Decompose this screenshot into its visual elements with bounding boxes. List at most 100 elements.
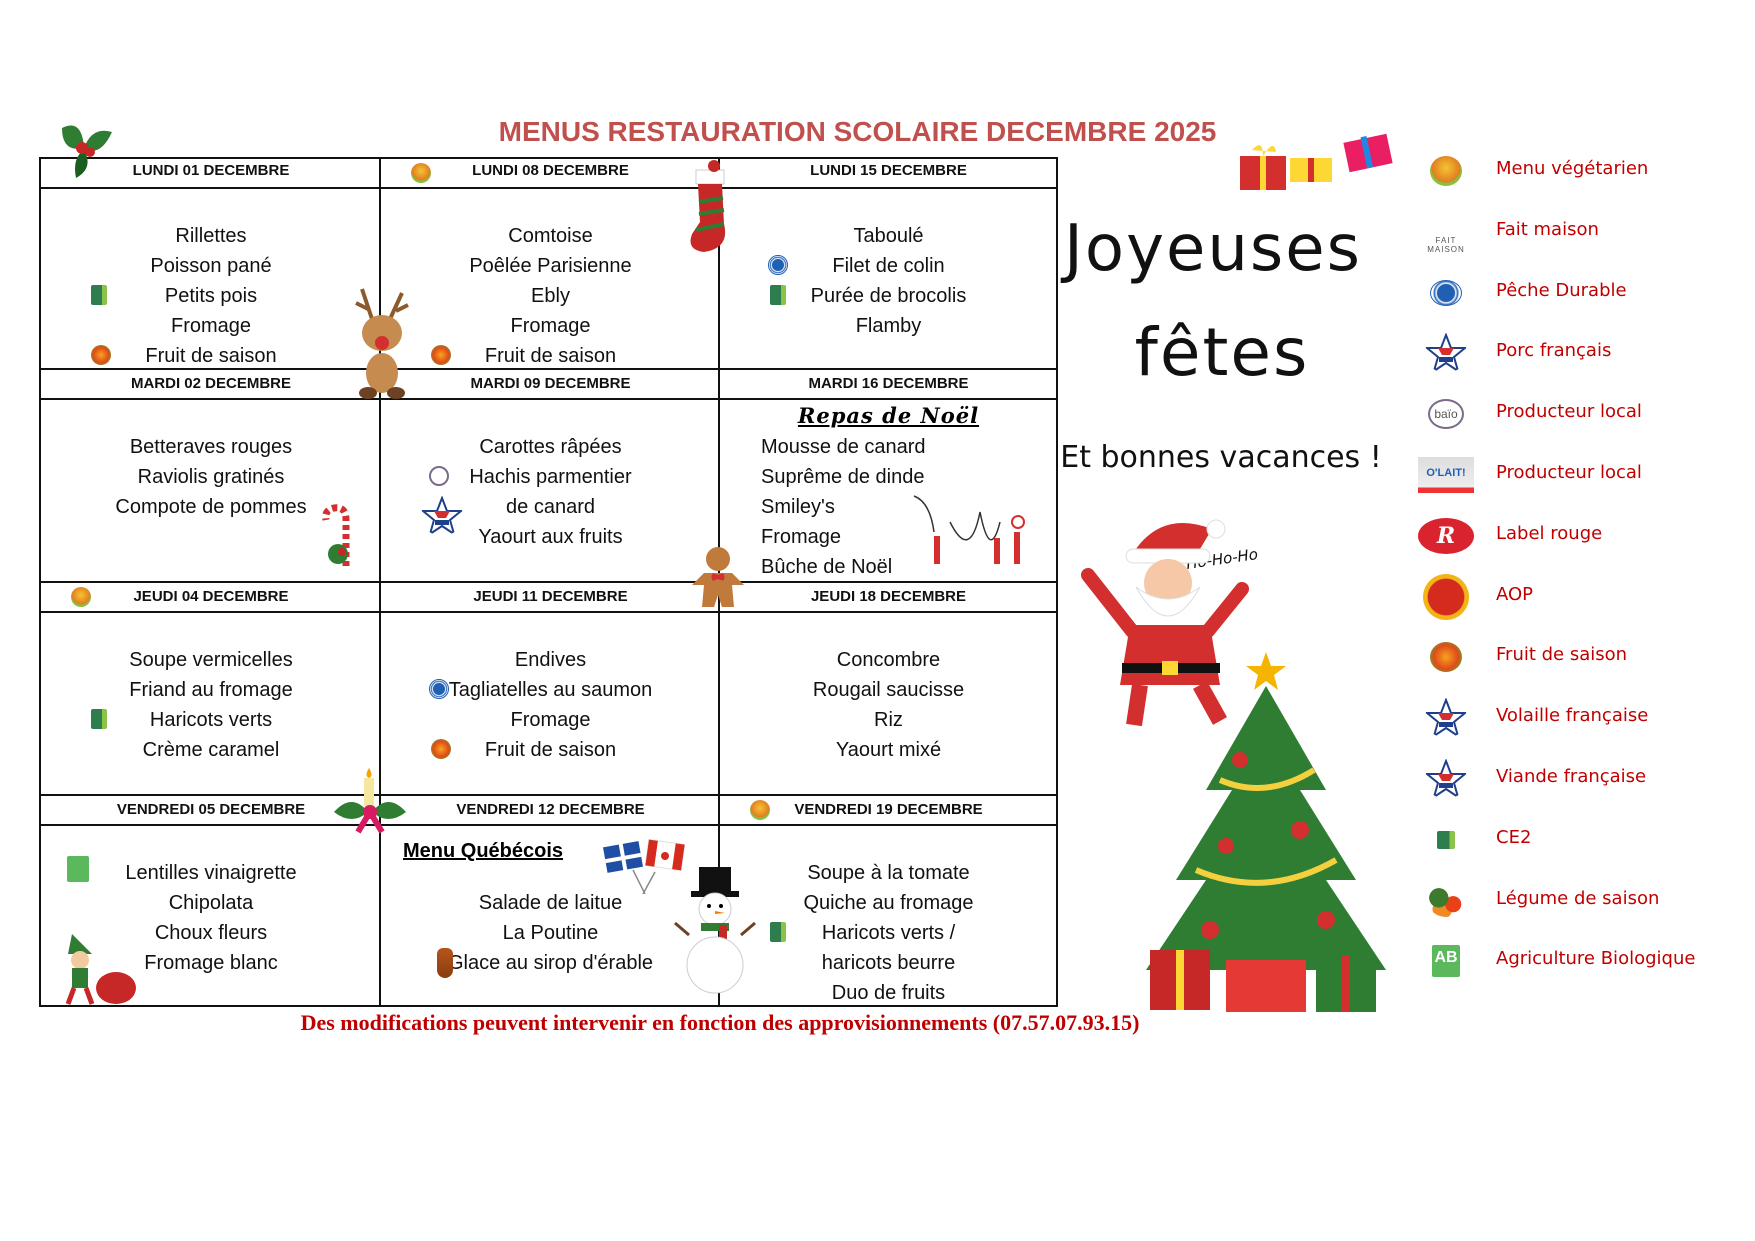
menu-items: Comtoise Poêlée Parisienne Ebly Fromage Frui… — [381, 189, 720, 371]
menu-item: Yaourt aux fruits — [478, 526, 623, 548]
ce2-icon — [1437, 830, 1455, 849]
vegetarian-icon — [1430, 156, 1462, 186]
menu-item: Chipolata — [168, 892, 254, 914]
menu-item: Betteraves rouges — [129, 436, 293, 458]
menu-item: Filet de colin — [832, 255, 945, 277]
legend-label: Viande française — [1496, 766, 1647, 787]
label-rouge-icon: R — [1418, 517, 1474, 554]
legend-item: Pêche Durable — [1410, 268, 1755, 318]
day-cell: JEUDI 18 DECEMBRE Concombre Rougail saucis… — [720, 581, 1057, 796]
day-header: MARDI 02 DECEMBRE — [41, 368, 381, 400]
day-cell: LUNDI 01 DECEMBRE Rillettes Poisson pané Pe… — [41, 159, 381, 371]
day-cell: VENDREDI 12 DECEMBRE Salade de laitue La P… — [381, 794, 720, 1009]
day-header: JEUDI 04 DECEMBRE — [41, 581, 381, 613]
christmas-tree-icon — [1146, 652, 1386, 1012]
legend-label: Légume de saison — [1496, 887, 1660, 909]
menu-item: Rougail saucisse — [812, 679, 965, 701]
day-cell: LUNDI 15 DECEMBRE Taboulé Filet de colin Pu… — [720, 159, 1057, 371]
day-cell: VENDREDI 19 DECEMBRE Soupe à la tomate Qui… — [720, 794, 1057, 1009]
day-header: JEUDI 11 DECEMBRE — [381, 581, 720, 613]
candle-holly-icon — [334, 768, 406, 834]
menu-items: Endives Tagliatelles au saumon Fromage Frui… — [381, 613, 720, 796]
greeting-line-2: fêtes — [1134, 314, 1310, 391]
baio-icon: baïo — [1428, 399, 1464, 430]
legend-label: Menu végétarien — [1496, 158, 1649, 179]
menu-item: Petits pois — [164, 285, 258, 307]
ce2-icon — [91, 709, 107, 729]
menu-items: Soupe à la tomate Quiche au fromage Harico… — [720, 826, 1057, 1009]
legend-item: baïo Producteur local — [1410, 389, 1755, 439]
menu-item: Endives — [514, 649, 587, 671]
menu-items: Mousse de canard Suprême de dinde Smiley's… — [720, 400, 1057, 583]
menu-grid: LUNDI 01 DECEMBRE Rillettes Poisson pané Pe… — [39, 157, 1058, 1007]
ce2-icon — [91, 285, 107, 305]
gifts-icon — [1240, 133, 1393, 190]
day-header: LUNDI 01 DECEMBRE — [41, 157, 381, 189]
menu-item: Fromage — [510, 709, 591, 731]
fruit-icon — [91, 345, 111, 365]
day-cell: LUNDI 08 DECEMBRE Comtoise Poêlée Parisien… — [381, 159, 720, 371]
menu-item: Soupe à la tomate — [807, 862, 970, 884]
day-cell: VENDREDI 05 DECEMBRE Lentilles vinaigrett… — [41, 794, 381, 1009]
legend-label: Label rouge — [1496, 522, 1603, 544]
menu-item: Smiley's — [761, 496, 835, 518]
menu-item: Fromage — [761, 526, 842, 548]
legend-label: Porc français — [1496, 340, 1612, 362]
menu-item: Fromage blanc — [144, 952, 278, 974]
cutlery-icon — [913, 495, 1025, 564]
menu-item: Purée de brocolis — [810, 285, 967, 307]
day-cell: JEUDI 11 DECEMBRE Endives Tagliatelles au … — [381, 581, 720, 796]
menu-item: Quiche au fromage — [803, 892, 974, 914]
day-cell: MARDI 09 DECEMBRE Carottes râpées Hachis p… — [381, 368, 720, 583]
maple-syrup-icon — [437, 948, 453, 978]
elf-icon — [65, 934, 136, 1005]
menu-items: Lentilles vinaigrette Chipolata Choux fleu… — [41, 826, 381, 1009]
menu-items: Taboulé Filet de colin Purée de brocolis Fl… — [720, 189, 1057, 371]
vegetarian-icon — [411, 163, 431, 183]
menu-item: Raviolis gratinés — [137, 466, 285, 488]
legend-label: Agriculture Biologique — [1496, 948, 1696, 970]
day-header: LUNDI 08 DECEMBRE — [381, 157, 720, 189]
menu-item: Haricots verts — [149, 709, 273, 731]
ce2-icon — [770, 922, 786, 942]
legend-item: O'LAIT! Producteur local — [1410, 450, 1755, 500]
stocking-icon — [690, 160, 726, 252]
menu-item: Friand au fromage — [129, 679, 293, 701]
sustainable-fishing-icon — [429, 679, 449, 699]
french-meat-icon — [1425, 759, 1467, 799]
legend-item: AOP — [1410, 572, 1755, 622]
flags-icon — [603, 839, 686, 894]
legend-item: CE2 — [1410, 815, 1755, 865]
menu-item: Duo de fruits — [831, 982, 946, 1004]
menu-item: Crème caramel — [142, 739, 280, 761]
menu-item: Soupe vermicelles — [129, 649, 293, 671]
menu-item: Ebly — [531, 285, 570, 307]
sustainable-fishing-icon — [1430, 279, 1462, 306]
legend-item: Fruit de saison — [1410, 632, 1755, 682]
menu-item: Bûche de Noël — [761, 556, 893, 578]
menu-item: Lentilles vinaigrette — [125, 862, 297, 884]
holly-icon — [62, 125, 112, 178]
french-pork-icon — [421, 496, 463, 536]
menu-item: Fruit de saison — [145, 345, 277, 367]
legend-item: Volaille française — [1410, 693, 1755, 743]
seasonal-vegetable-icon — [1428, 884, 1464, 917]
menu-item: Taboulé — [853, 225, 924, 247]
menu-item: Mousse de canard — [761, 436, 926, 458]
legend-label: AOP — [1496, 583, 1534, 605]
menu-items: Rillettes Poisson pané Petits pois Fromage F… — [41, 189, 381, 371]
menu-subtitle: Menu Québécois — [403, 840, 564, 862]
reindeer-icon — [355, 288, 409, 399]
fruit-icon — [431, 345, 451, 365]
ce2-icon — [770, 285, 786, 305]
footer-notice: Des modifications peuvent intervenir en … — [300, 1010, 1140, 1035]
menu-item: Riz — [874, 709, 903, 731]
legend-label: Pêche Durable — [1496, 279, 1627, 301]
day-header: VENDREDI 05 DECEMBRE — [41, 794, 381, 826]
menu-item: de canard — [506, 496, 595, 518]
menu-items: Salade de laitue La Poutine Glace au sirop… — [381, 826, 720, 1009]
legend-label: Fait maison — [1496, 218, 1599, 240]
menu-item: Rillettes — [175, 225, 247, 247]
legend-label: CE2 — [1496, 826, 1532, 848]
legend-item: R Label rouge — [1410, 511, 1755, 561]
